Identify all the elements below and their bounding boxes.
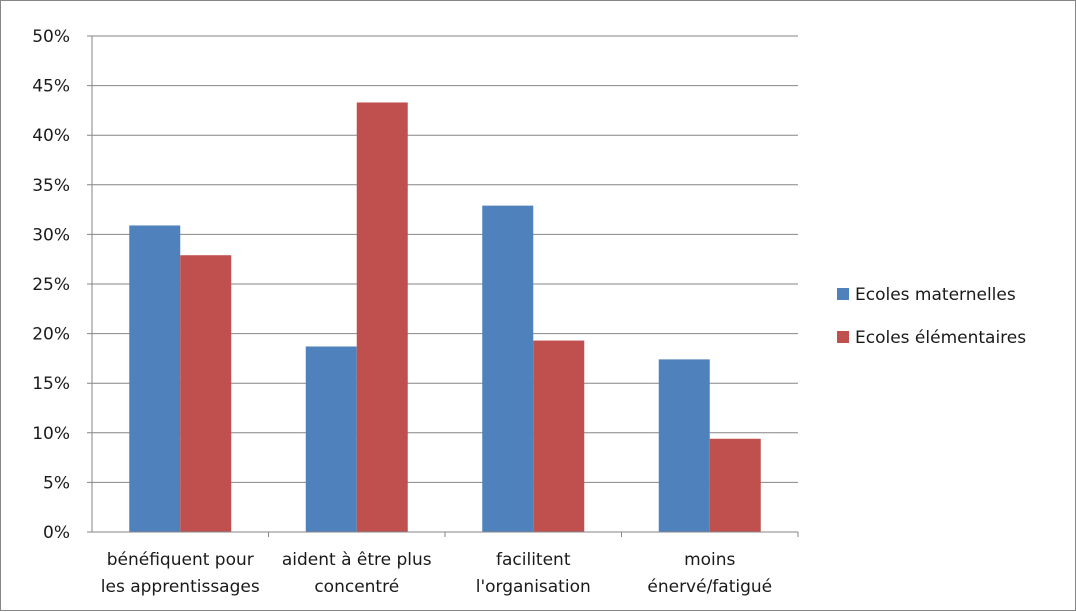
category-label: l'organisation bbox=[476, 577, 591, 597]
category-label: les apprentissages bbox=[101, 577, 260, 597]
bar bbox=[356, 102, 408, 533]
bar bbox=[658, 359, 710, 532]
bar bbox=[482, 205, 534, 532]
y-tick-label: 35% bbox=[32, 176, 70, 196]
y-tick-label: 20% bbox=[32, 325, 70, 345]
category-label: moins bbox=[684, 550, 735, 570]
category-label: bénéfiquent pour bbox=[107, 550, 254, 570]
y-tick-label: 40% bbox=[32, 126, 70, 146]
category-label: concentré bbox=[314, 577, 399, 597]
y-tick-label: 0% bbox=[43, 523, 70, 543]
x-axis: bénéfiquent pour les apprentissages aident… bbox=[92, 531, 799, 597]
bar bbox=[533, 340, 585, 532]
y-tick-label: 10% bbox=[32, 424, 70, 444]
y-axis: 0% 5% 10% 15% 20% 25% 30% 35% 40% 45% 50% bbox=[32, 27, 93, 543]
bar bbox=[129, 225, 181, 533]
legend-label: Ecoles élémentaires bbox=[855, 328, 1026, 348]
bars bbox=[129, 102, 761, 533]
y-tick-label: 45% bbox=[32, 77, 70, 97]
y-tick-label: 25% bbox=[32, 275, 70, 295]
legend-swatch bbox=[837, 288, 849, 300]
category-label: énervé/fatigué bbox=[647, 577, 772, 597]
y-tick-label: 5% bbox=[43, 473, 70, 493]
category-label: aident à être plus bbox=[282, 550, 432, 570]
legend-label: Ecoles maternelles bbox=[855, 285, 1016, 305]
y-tick-label: 50% bbox=[32, 27, 70, 47]
bar bbox=[180, 255, 232, 532]
y-tick-label: 15% bbox=[32, 374, 70, 394]
legend-swatch bbox=[837, 331, 849, 343]
category-label: facilitent bbox=[496, 550, 571, 570]
legend: Ecoles maternelles Ecoles élémentaires bbox=[837, 285, 1026, 348]
bar bbox=[305, 346, 357, 532]
y-tick-label: 30% bbox=[32, 225, 70, 245]
bar bbox=[709, 438, 761, 532]
